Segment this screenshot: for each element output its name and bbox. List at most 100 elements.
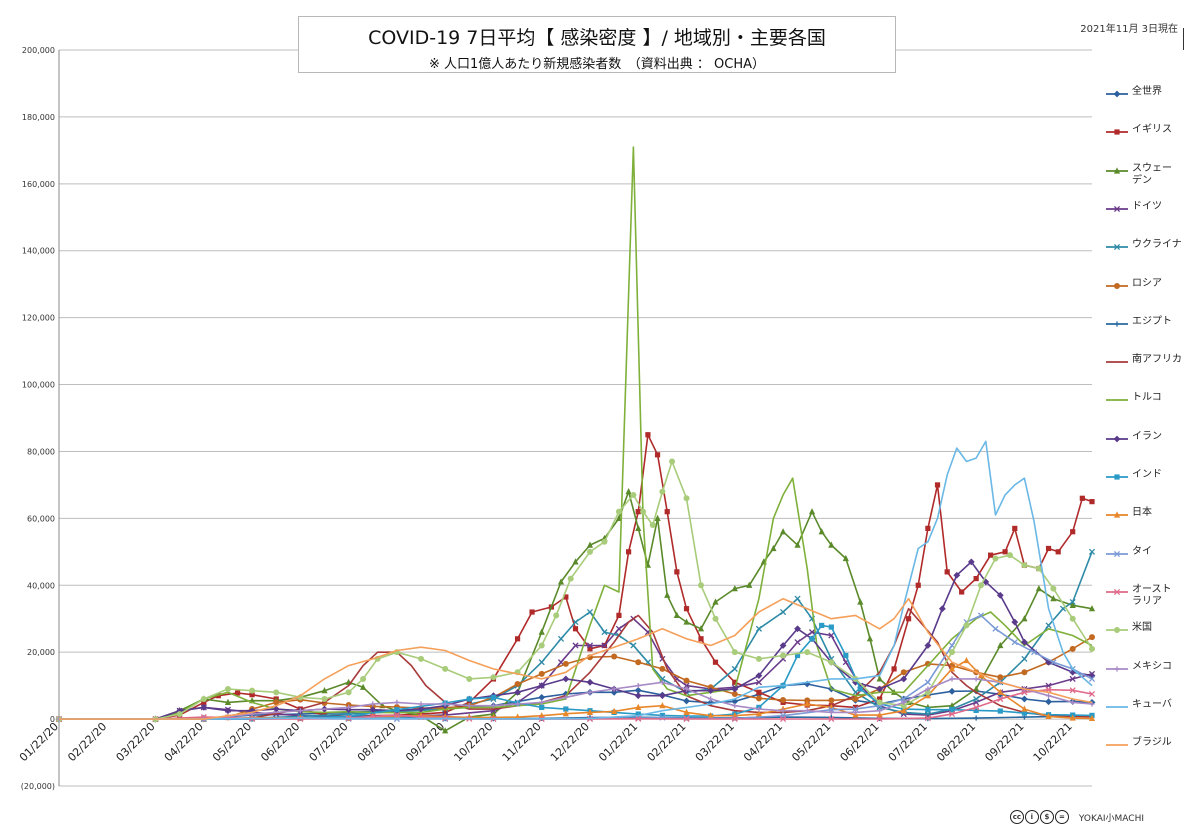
data-point — [1113, 511, 1121, 518]
data-point — [818, 528, 825, 535]
y-tick-label: 200,000 — [22, 46, 55, 55]
cc-license-icon: cc i $ = — [1009, 810, 1069, 824]
data-point — [345, 689, 352, 696]
data-point — [346, 704, 352, 710]
data-point — [925, 686, 931, 692]
data-point — [562, 675, 570, 683]
data-point — [615, 625, 623, 632]
series-line — [59, 607, 1093, 720]
legend-item: イラン — [1106, 431, 1162, 444]
data-point — [973, 715, 979, 721]
data-point — [563, 694, 569, 700]
series-ブラジル — [59, 597, 1093, 720]
footer: cc i $ = YOKAI小MACHI — [1009, 810, 1144, 824]
legend-item: スウェー デン — [1106, 163, 1172, 187]
data-point — [630, 642, 637, 649]
legend-swatch — [1106, 474, 1128, 480]
data-point — [1021, 669, 1028, 676]
data-point — [514, 636, 521, 642]
legend-label: 米国 — [1132, 622, 1152, 634]
series-line — [59, 146, 1093, 720]
data-point — [659, 712, 665, 719]
data-point — [664, 591, 671, 598]
legend-item: キューバ — [1106, 699, 1172, 712]
data-point — [1045, 545, 1052, 552]
data-point — [538, 659, 545, 666]
data-point — [562, 710, 569, 717]
data-point — [635, 659, 642, 666]
data-point — [731, 649, 738, 656]
data-point — [1089, 634, 1095, 641]
data-point — [1070, 699, 1076, 705]
data-point — [900, 702, 907, 709]
legend-swatch — [1106, 166, 1128, 174]
data-point — [669, 458, 676, 465]
legend-item: トルコ — [1106, 392, 1162, 405]
data-point — [1113, 550, 1121, 557]
x-tick-label: 01/22/20 — [17, 720, 61, 764]
x-tick-label: 02/22/20 — [65, 720, 109, 764]
data-point — [770, 544, 777, 552]
x-tick-label: 05/22/21 — [789, 720, 833, 764]
data-point — [819, 622, 825, 629]
x-tick-label: 06/22/20 — [258, 720, 302, 764]
data-point — [1069, 601, 1076, 608]
data-point — [948, 687, 956, 695]
data-point — [1069, 687, 1076, 694]
data-point — [442, 727, 449, 734]
data-point — [683, 708, 690, 715]
data-point — [731, 691, 738, 697]
legend-label: メキシコ — [1132, 660, 1172, 672]
data-point — [586, 541, 594, 548]
data-point — [538, 682, 546, 690]
data-point — [756, 689, 762, 695]
data-point — [490, 694, 497, 700]
legend-swatch — [1106, 90, 1128, 98]
data-point — [948, 665, 956, 672]
data-point — [514, 688, 521, 696]
data-point — [755, 655, 762, 662]
data-point — [1035, 585, 1043, 592]
data-point — [224, 685, 231, 692]
data-point — [659, 488, 666, 495]
data-point — [732, 703, 738, 709]
data-point — [1011, 639, 1018, 646]
legend-item: ウクライナ — [1106, 239, 1182, 252]
data-point — [586, 608, 594, 616]
as-of-date: 2021年11月 3日現在 — [1080, 24, 1178, 35]
data-point — [992, 555, 999, 562]
series-line — [59, 440, 1093, 720]
data-point — [514, 680, 521, 687]
data-point — [683, 686, 690, 692]
x-tick-label: 12/22/20 — [548, 720, 592, 764]
data-point — [973, 676, 979, 682]
data-point — [1069, 675, 1076, 683]
data-point — [442, 701, 448, 707]
data-point — [1070, 529, 1076, 535]
data-point — [1114, 627, 1120, 634]
data-point — [876, 675, 883, 682]
data-point — [996, 591, 1004, 599]
data-point — [828, 709, 834, 715]
legend-swatch — [1106, 435, 1128, 443]
legend-swatch — [1106, 282, 1128, 289]
legend-swatch — [1106, 588, 1128, 595]
data-point — [997, 695, 1004, 703]
data-point — [683, 697, 690, 705]
data-point — [712, 659, 719, 665]
data-point — [539, 704, 545, 710]
legend-swatch — [1106, 399, 1128, 402]
data-point — [852, 704, 859, 710]
data-point — [1113, 588, 1121, 595]
data-point — [900, 707, 907, 714]
data-point — [852, 709, 859, 715]
legend-item: タイ — [1106, 546, 1152, 559]
data-point — [731, 715, 738, 723]
data-point — [843, 652, 849, 659]
data-point — [925, 525, 931, 531]
legend-label: イラン — [1132, 430, 1162, 442]
data-point — [876, 715, 883, 723]
data-point — [529, 609, 535, 615]
series-南アフリカ — [59, 607, 1093, 720]
series-キューバ — [59, 440, 1093, 720]
